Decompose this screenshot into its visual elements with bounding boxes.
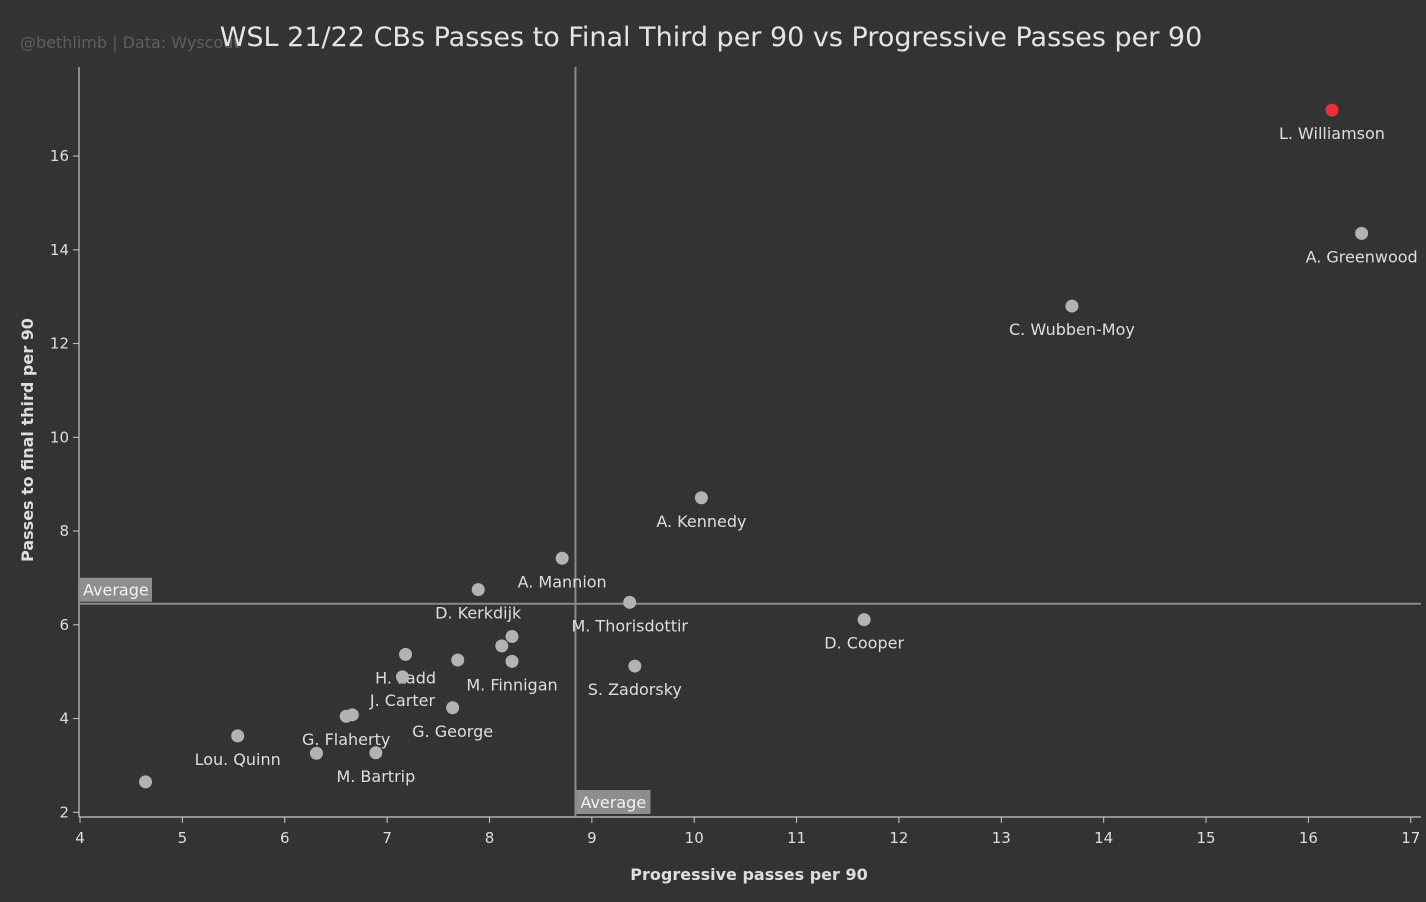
y-tick-label: 12 (50, 335, 69, 353)
data-point (1355, 226, 1369, 240)
data-point (309, 746, 323, 760)
data-point (451, 653, 465, 667)
x-tick-label: 16 (1299, 829, 1318, 847)
point-label: L. Williamson (1279, 124, 1385, 143)
y-tick-label: 8 (59, 522, 69, 540)
data-point (1065, 299, 1079, 313)
y-tick-label: 6 (59, 616, 69, 634)
data-point (139, 775, 153, 789)
data-point (471, 583, 485, 597)
data-point (495, 639, 509, 653)
point-label: Lou. Quinn (195, 750, 281, 769)
y-tick-label: 10 (50, 428, 69, 446)
x-tick-label: 6 (280, 829, 290, 847)
data-point (446, 701, 460, 715)
point-label: M. Bartrip (336, 767, 415, 786)
point-label: G. Flaherty (302, 730, 390, 749)
average-y-label-bg (79, 577, 152, 602)
point-label: M. Finnigan (466, 675, 557, 694)
y-tick-label: 16 (50, 147, 69, 165)
point-label: A. Greenwood (1306, 247, 1418, 266)
point-label: J. Carter (369, 691, 436, 710)
point-label: A. Mannion (518, 572, 607, 591)
x-tick-label: 10 (685, 829, 704, 847)
data-point (505, 630, 519, 644)
x-tick-label: 4 (75, 829, 85, 847)
point-label: D. Kerkdijk (435, 604, 522, 623)
x-tick-label: 11 (787, 829, 806, 847)
average-y-label: Average (83, 581, 149, 600)
x-tick-label: 12 (889, 829, 908, 847)
data-point (231, 729, 245, 743)
x-tick-label: 8 (485, 829, 495, 847)
data-point (369, 746, 383, 760)
x-axis-label: Progressive passes per 90 (630, 865, 867, 884)
x-tick-label: 5 (178, 829, 188, 847)
x-tick-label: 7 (382, 829, 392, 847)
x-tick-label: 17 (1401, 829, 1420, 847)
point-label: M. Thorisdottir (571, 616, 688, 635)
x-tick-label: 14 (1094, 829, 1113, 847)
data-point (555, 551, 569, 565)
watermark: @bethlimb | Data: Wyscout (20, 33, 240, 52)
point-label: C. Wubben-Moy (1009, 320, 1135, 339)
y-axis-label: Passes to final third per 90 (18, 318, 37, 562)
point-label: S. Zadorsky (588, 680, 682, 699)
data-point (505, 654, 519, 668)
y-tick-label: 4 (59, 710, 69, 728)
point-label: G. George (412, 722, 493, 741)
average-lines: Average Average (79, 67, 1421, 817)
data-point (857, 613, 871, 627)
average-x-label-bg (576, 790, 651, 814)
data-point (395, 670, 409, 684)
chart-title: WSL 21/22 CBs Passes to Final Third per … (220, 22, 1203, 53)
x-tick-label: 13 (992, 829, 1011, 847)
point-label: A. Kennedy (656, 512, 746, 531)
data-point (1325, 103, 1339, 117)
data-point (628, 659, 642, 673)
y-tick-label: 2 (59, 803, 69, 821)
data-point (399, 647, 413, 661)
data-point (623, 595, 637, 609)
y-tick-label: 14 (50, 241, 69, 259)
x-tick-label: 9 (587, 829, 597, 847)
average-x-label: Average (580, 793, 646, 812)
data-points: L. Williamson A. Greenwood C. Wubben-Moy A.… (139, 103, 1418, 789)
x-tick-label: 15 (1196, 829, 1215, 847)
data-point (339, 709, 353, 723)
data-point (694, 491, 708, 505)
point-label: D. Cooper (824, 634, 904, 653)
